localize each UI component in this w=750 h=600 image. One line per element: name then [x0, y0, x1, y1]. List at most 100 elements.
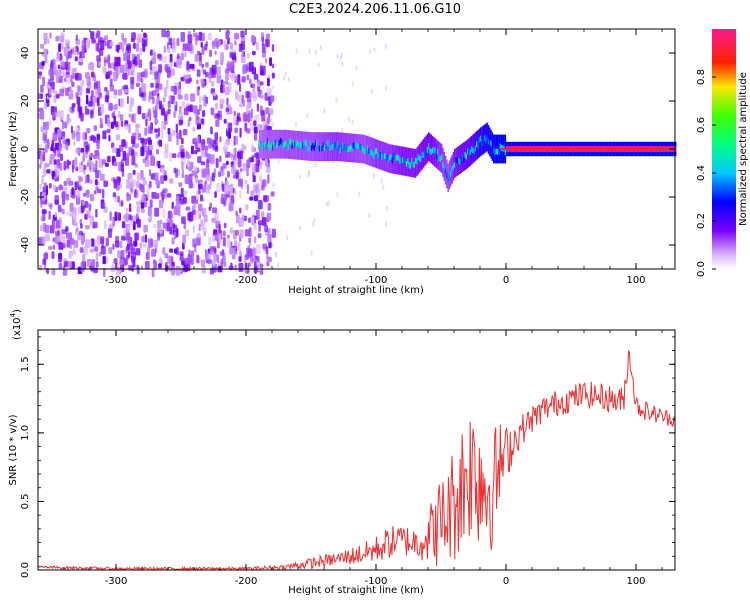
spectrogram-noise-cell: [184, 93, 189, 101]
spectrogram-noise-cell: [59, 88, 64, 97]
spectrogram-noise-cell: [48, 78, 51, 85]
spectrogram-noise-cell: [252, 50, 256, 56]
spectrogram-noise-cell: [114, 56, 118, 67]
spectrogram-xtick-label: -200: [235, 275, 258, 286]
spectrogram-noise-cell: [266, 254, 269, 260]
spectrogram-noise-cell: [128, 113, 132, 118]
spectrogram-noise-cell: [73, 141, 76, 146]
spectrogram-noise-cell: [44, 199, 48, 205]
spectrogram-noise-cell: [180, 32, 185, 42]
spectrogram-noise-cell: [253, 185, 258, 194]
spectrogram-noise-cell: [61, 191, 66, 200]
spectrogram-noise-cell: [123, 229, 126, 238]
spectrogram-noise-cell: [237, 158, 242, 168]
spectrogram-ridge-core: [461, 153, 464, 160]
spectrogram-ridge-halo: [309, 132, 312, 161]
spectrogram-noise-cell: [277, 159, 280, 165]
spectrogram-noise-cell: [205, 251, 209, 261]
spectrogram-noise-cell: [108, 121, 112, 130]
spectrogram-noise-cell: [193, 32, 198, 37]
spectrogram-noise-cell: [40, 224, 43, 232]
spectrogram-ridge-core: [360, 144, 362, 150]
spectrogram-ridge-core: [387, 157, 390, 164]
spectrogram-noise-cell: [246, 74, 250, 81]
spectrogram-noise-cell: [165, 192, 168, 199]
spectrogram-noise-cell: [117, 56, 121, 67]
spectrogram-noise-cell: [168, 37, 173, 46]
spectrogram-noise-cell: [231, 161, 235, 166]
spectrogram-ridge-core: [269, 144, 271, 151]
spectrogram-noise-cell: [51, 171, 56, 177]
spectrogram-noise-cell: [119, 240, 123, 249]
spectrogram-noise-cell: [151, 268, 155, 278]
spectrogram-noise-cell: [180, 199, 184, 206]
spectrogram-noise-cell: [348, 116, 350, 122]
spectrogram-noise-cell: [57, 230, 60, 237]
spectrogram-noise-cell: [93, 190, 97, 195]
spectrogram-noise-cell: [109, 78, 113, 87]
spectrogram-noise-cell: [251, 164, 256, 174]
spectrogram-noise-cell: [104, 95, 109, 103]
spectrogram-noise-cell: [187, 212, 191, 221]
spectrogram-noise-cell: [51, 268, 56, 276]
spectrogram-noise-cell: [214, 38, 219, 47]
spectrogram-noise-cell: [92, 103, 95, 111]
spectrogram-noise-cell: [277, 262, 280, 268]
spectrogram-ridge-core: [426, 147, 429, 154]
spectrogram-noise-cell: [190, 93, 196, 102]
spectrogram-noise-cell: [69, 244, 72, 250]
spectrogram-ridge-core: [455, 157, 457, 164]
spectrogram-noise-cell: [164, 87, 168, 97]
spectrogram-noise-cell: [38, 237, 43, 245]
spectrogram-noise-cell: [355, 65, 358, 71]
spectrogram-noise-cell: [113, 161, 118, 167]
spectrogram-noise-cell: [194, 54, 199, 62]
spectrogram-noise-cell: [81, 40, 85, 50]
spectrogram-noise-cell: [222, 163, 227, 169]
spectrogram-noise-cell: [45, 125, 48, 135]
spectrogram-noise-cell: [154, 119, 159, 124]
spectrogram-noise-cell: [115, 68, 119, 75]
spectrogram-noise-cell: [171, 153, 177, 158]
spectrogram-noise-cell: [195, 116, 200, 125]
spectrogram-noise-cell: [153, 223, 156, 229]
spectrogram-noise-cell: [113, 179, 117, 189]
spectrogram-ridge-core: [424, 151, 426, 158]
spectrogram-noise-cell: [336, 192, 339, 198]
spectrogram-noise-cell: [144, 144, 147, 153]
spectrogram-noise-cell: [351, 119, 354, 125]
spectrogram-heatmap: [38, 29, 677, 278]
spectrogram-noise-cell: [218, 223, 221, 233]
spectrogram-noise-cell: [208, 236, 212, 246]
spectrogram-noise-cell: [238, 178, 243, 187]
spectrogram-ytick-label: -20: [20, 189, 31, 205]
spectrogram-noise-cell: [38, 144, 42, 149]
spectrogram-noise-cell: [202, 110, 206, 117]
spectrogram-noise-cell: [248, 217, 252, 223]
spectrogram-noise-cell: [65, 193, 70, 201]
spectrogram-noise-cell: [95, 42, 100, 52]
spectrogram-noise-cell: [48, 118, 52, 126]
spectrogram-noise-cell: [198, 60, 203, 67]
spectrogram-noise-cell: [265, 107, 270, 115]
snr-xtick-label: 0: [503, 576, 509, 587]
spectrogram-noise-cell: [220, 52, 224, 62]
spectrogram-noise-cell: [178, 182, 183, 187]
spectrogram-noise-cell: [253, 236, 257, 244]
spectrogram-ridge-core: [326, 140, 328, 146]
spectrogram-ylabel: Frequency (Hz): [8, 111, 19, 187]
spectrogram-noise-cell: [231, 247, 236, 255]
spectrogram-noise-cell: [227, 171, 230, 178]
spectrogram-noise-cell: [134, 143, 139, 149]
spectrogram-noise-cell: [82, 131, 85, 142]
spectrogram-noise-cell: [165, 31, 170, 38]
spectrogram-noise-cell: [158, 263, 162, 269]
spectrogram-noise-cell: [228, 202, 234, 212]
spectrogram-noise-cell: [40, 126, 45, 133]
spectrogram-noise-cell: [222, 237, 226, 247]
spectrogram-ridge-core: [273, 140, 275, 147]
spectrogram-noise-cell: [253, 195, 259, 202]
spectrogram-ridge-core: [300, 142, 302, 149]
spectrogram-noise-cell: [127, 224, 131, 232]
spectrogram-noise-cell: [96, 97, 99, 104]
